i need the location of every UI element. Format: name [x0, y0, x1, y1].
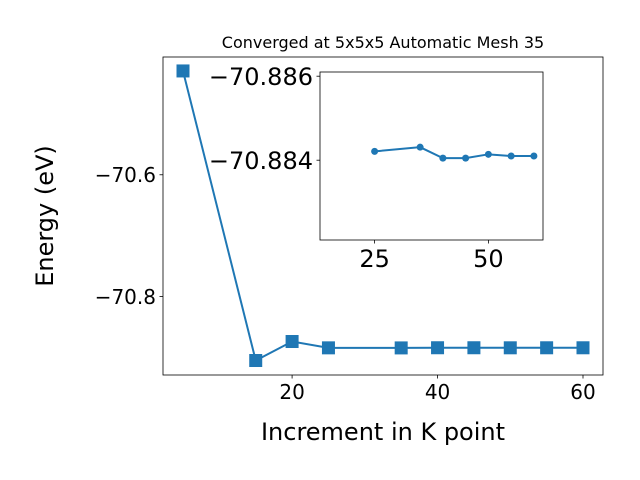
marker	[285, 335, 299, 349]
x-tick-label: 20	[279, 380, 304, 404]
marker	[249, 354, 263, 368]
series-line	[182, 70, 583, 362]
marker	[467, 341, 481, 355]
marker	[530, 152, 538, 160]
marker	[507, 152, 515, 160]
x-tick-label: 40	[425, 380, 450, 404]
axes-frame	[319, 71, 544, 241]
y-tick-label: −70.6	[95, 163, 156, 187]
plot-marks	[176, 64, 590, 368]
marker	[416, 143, 424, 151]
marker	[540, 341, 554, 355]
x-axis-label: Increment in K point	[261, 418, 505, 446]
marker	[576, 341, 590, 355]
x-tick-label: 25	[359, 245, 390, 273]
marker	[371, 147, 379, 155]
marker	[503, 341, 517, 355]
axes-frame	[162, 56, 604, 376]
x-tick-label: 50	[473, 245, 504, 273]
x-tick-label: 60	[570, 380, 595, 404]
marker	[394, 341, 408, 355]
chart-title: Converged at 5x5x5 Automatic Mesh 35	[222, 33, 544, 52]
marker	[321, 341, 335, 355]
marker	[176, 64, 190, 78]
plot-marks	[371, 143, 538, 162]
marker	[484, 150, 492, 158]
marker	[462, 154, 470, 162]
y-tick-label: −70.884	[209, 147, 313, 175]
y-tick-label: −70.8	[95, 285, 156, 309]
axes: 25 50 −70.886 −70.884	[209, 63, 544, 273]
marker	[439, 154, 447, 162]
y-tick-label: −70.886	[209, 63, 313, 91]
y-axis-label: Energy (eV)	[31, 145, 59, 287]
marker	[431, 341, 445, 355]
